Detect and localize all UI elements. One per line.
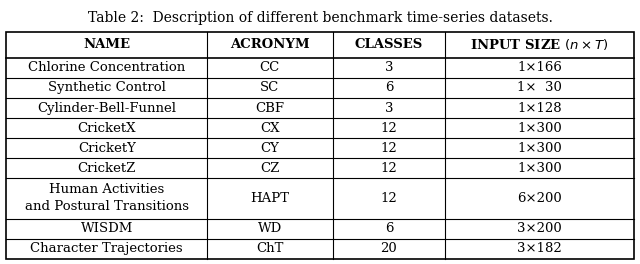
Text: CricketY: CricketY — [78, 142, 136, 155]
Text: HAPT: HAPT — [250, 192, 289, 205]
Text: CBF: CBF — [255, 102, 284, 115]
Text: 1×128: 1×128 — [517, 102, 562, 115]
Text: WISDM: WISDM — [81, 222, 133, 235]
Text: INPUT SIZE $(n \times T)$: INPUT SIZE $(n \times T)$ — [470, 37, 609, 52]
Text: CY: CY — [260, 142, 279, 155]
Text: CricketZ: CricketZ — [77, 162, 136, 175]
Text: ChT: ChT — [256, 242, 284, 255]
Text: Chlorine Concentration: Chlorine Concentration — [28, 61, 186, 74]
Text: 20: 20 — [381, 242, 397, 255]
Text: 6: 6 — [385, 81, 393, 95]
Text: 3×182: 3×182 — [517, 242, 562, 255]
Text: CZ: CZ — [260, 162, 280, 175]
Text: Table 2:  Description of different benchmark time-series datasets.: Table 2: Description of different benchm… — [88, 11, 552, 25]
Text: 1×300: 1×300 — [517, 162, 562, 175]
Text: WD: WD — [258, 222, 282, 235]
Text: 3: 3 — [385, 61, 393, 74]
Text: Synthetic Control: Synthetic Control — [48, 81, 166, 95]
Bar — [6, 32, 634, 259]
Text: 3: 3 — [385, 102, 393, 115]
Text: 12: 12 — [381, 192, 397, 205]
Text: CLASSES: CLASSES — [355, 38, 423, 51]
Text: NAME: NAME — [83, 38, 131, 51]
Text: ACRONYM: ACRONYM — [230, 38, 310, 51]
Text: 1×300: 1×300 — [517, 142, 562, 155]
Text: Cylinder-Bell-Funnel: Cylinder-Bell-Funnel — [37, 102, 176, 115]
Text: Human Activities
and Postural Transitions: Human Activities and Postural Transition… — [25, 183, 189, 213]
Text: CX: CX — [260, 122, 280, 135]
Text: Character Trajectories: Character Trajectories — [31, 242, 183, 255]
Text: 6×200: 6×200 — [517, 192, 562, 205]
Text: SC: SC — [260, 81, 280, 95]
Text: CricketX: CricketX — [77, 122, 136, 135]
Text: 12: 12 — [381, 142, 397, 155]
Text: 12: 12 — [381, 162, 397, 175]
Text: 1×166: 1×166 — [517, 61, 562, 74]
Text: 6: 6 — [385, 222, 393, 235]
Text: 12: 12 — [381, 122, 397, 135]
Text: 1×300: 1×300 — [517, 122, 562, 135]
Text: 3×200: 3×200 — [517, 222, 562, 235]
Text: 1×  30: 1× 30 — [517, 81, 562, 95]
Text: CC: CC — [260, 61, 280, 74]
